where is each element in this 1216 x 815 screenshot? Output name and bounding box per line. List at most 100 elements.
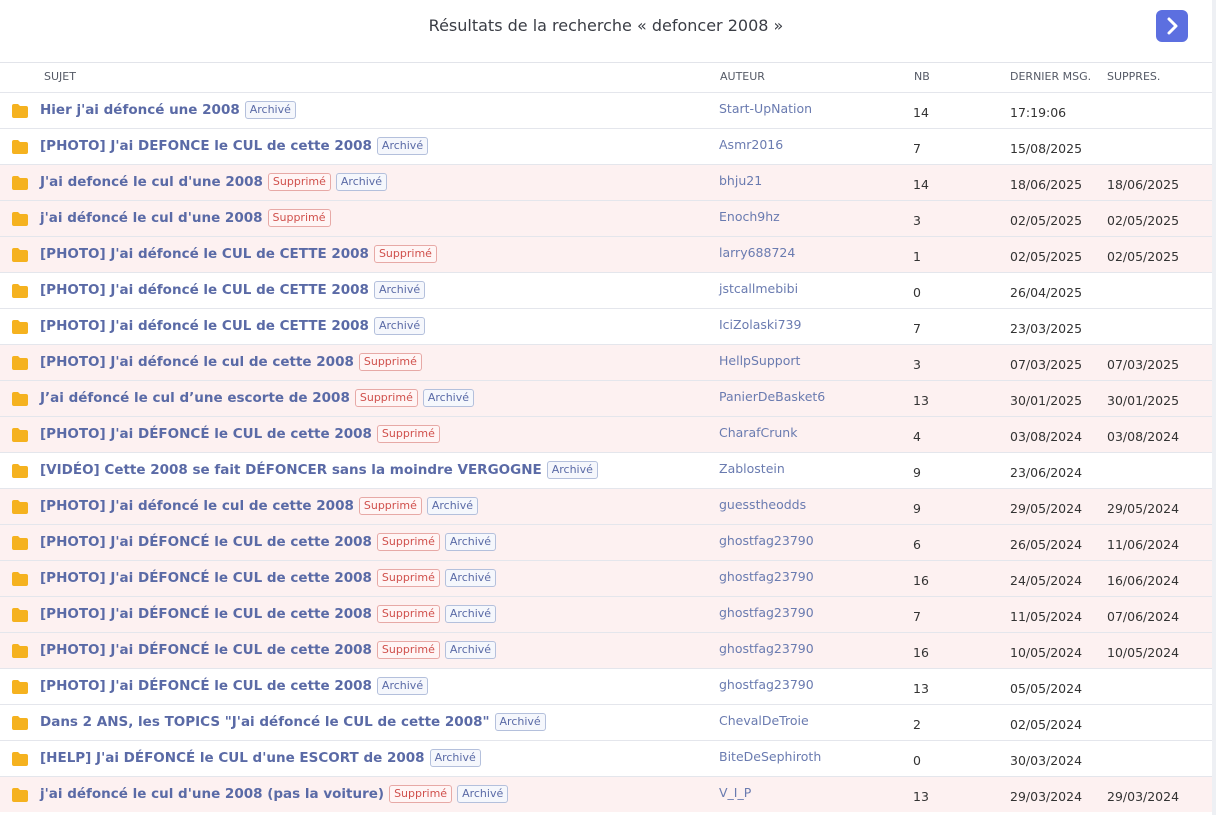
topic-link[interactable]: [PHOTO] J'ai DÉFONCÉ le CUL de cette 200… (40, 642, 372, 658)
subject-cell: [VIDÉO] Cette 2008 se fait DÉFONCER sans… (40, 453, 598, 488)
folder-icon (12, 500, 28, 514)
message-count: 0 (913, 285, 921, 300)
result-row: J’ai défoncé le cul d’une escorte de 200… (0, 380, 1212, 416)
deletion-date: 02/05/2025 (1107, 249, 1180, 264)
topic-link[interactable]: [PHOTO] J'ai défoncé le CUL de CETTE 200… (40, 282, 369, 298)
last-message-date: 29/05/2024 (1010, 501, 1083, 516)
author-link[interactable]: bhju21 (719, 173, 763, 188)
result-row: [HELP] J'ai DÉFONCÉ le CUL d'une ESCORT … (0, 740, 1212, 776)
subject-cell: [PHOTO] J'ai défoncé le CUL de CETTE 200… (40, 237, 437, 272)
author-link[interactable]: ghostfag23790 (719, 677, 814, 692)
last-message-date: 18/06/2025 (1010, 177, 1083, 192)
status-badge: Archivé (444, 605, 497, 623)
subject-cell: [PHOTO] J'ai DÉFONCÉ le CUL de cette 200… (40, 669, 429, 704)
deletion-date: 03/08/2024 (1107, 429, 1180, 444)
last-message-date: 30/03/2024 (1010, 753, 1083, 768)
message-count: 16 (913, 573, 929, 588)
status-badge: Archivé (373, 281, 426, 299)
author-link[interactable]: Asmr2016 (719, 137, 784, 152)
author-link[interactable]: PanierDeBasket6 (719, 389, 826, 404)
deletion-date: 16/06/2024 (1107, 573, 1180, 588)
folder-icon (12, 356, 28, 370)
topic-link[interactable]: [PHOTO] J'ai DEFONCE le CUL de cette 200… (40, 138, 372, 154)
author-link[interactable]: ghostfag23790 (719, 533, 814, 548)
topic-link[interactable]: [HELP] J'ai DÉFONCÉ le CUL d'une ESCORT … (40, 750, 425, 766)
result-row: [PHOTO] J'ai défoncé le cul de cette 200… (0, 488, 1212, 524)
status-badge: Supprimé (358, 497, 422, 515)
message-count: 13 (913, 681, 929, 696)
author-link[interactable]: Zablostein (719, 461, 785, 476)
author-link[interactable]: ChevalDeTroie (719, 713, 809, 728)
last-message-date: 29/03/2024 (1010, 789, 1083, 804)
author-link[interactable]: BiteDeSephiroth (719, 749, 822, 764)
result-row: [PHOTO] J'ai défoncé le CUL de CETTE 200… (0, 236, 1212, 272)
result-row: [VIDÉO] Cette 2008 se fait DÉFONCER sans… (0, 452, 1212, 488)
folder-icon (12, 284, 28, 298)
subject-cell: J’ai défoncé le cul d’une escorte de 200… (40, 381, 475, 416)
topic-link[interactable]: Dans 2 ANS, les TOPICS "J'ai défoncé le … (40, 714, 490, 730)
topic-link[interactable]: [PHOTO] J'ai défoncé le cul de cette 200… (40, 354, 354, 370)
message-count: 13 (913, 393, 929, 408)
topic-link[interactable]: [VIDÉO] Cette 2008 se fait DÉFONCER sans… (40, 462, 542, 478)
author-link[interactable]: ghostfag23790 (719, 605, 814, 620)
subject-cell: [PHOTO] J'ai DÉFONCÉ le CUL de cette 200… (40, 597, 497, 632)
topic-link[interactable]: [PHOTO] J'ai défoncé le cul de cette 200… (40, 498, 354, 514)
last-message-date: 02/05/2024 (1010, 717, 1083, 732)
folder-icon (12, 716, 28, 730)
topic-link[interactable]: [PHOTO] J'ai DÉFONCÉ le CUL de cette 200… (40, 570, 372, 586)
result-row: [PHOTO] J'ai DÉFONCÉ le CUL de cette 200… (0, 524, 1212, 560)
topic-link[interactable]: [PHOTO] J'ai DÉFONCÉ le CUL de cette 200… (40, 678, 372, 694)
result-row: [PHOTO] J'ai défoncé le CUL de CETTE 200… (0, 272, 1212, 308)
author-link[interactable]: IciZolaski739 (719, 317, 802, 332)
last-message-date: 24/05/2024 (1010, 573, 1083, 588)
last-message-date: 23/03/2025 (1010, 321, 1083, 336)
deletion-date: 07/06/2024 (1107, 609, 1180, 624)
author-link[interactable]: larry688724 (719, 245, 796, 260)
author-link[interactable]: V_I_P (719, 785, 752, 800)
topic-link[interactable]: [PHOTO] J'ai DÉFONCÉ le CUL de cette 200… (40, 606, 372, 622)
author-link[interactable]: Start-UpNation (719, 101, 813, 116)
author-link[interactable]: ghostfag23790 (719, 641, 814, 656)
last-message-date: 03/08/2024 (1010, 429, 1083, 444)
folder-icon (12, 248, 28, 262)
author-link[interactable]: HellpSupport (719, 353, 801, 368)
author-link[interactable]: ghostfag23790 (719, 569, 814, 584)
topic-link[interactable]: [PHOTO] J'ai défoncé le CUL de CETTE 200… (40, 318, 369, 334)
subject-cell: [HELP] J'ai DÉFONCÉ le CUL d'une ESCORT … (40, 741, 481, 776)
scrollbar (1212, 0, 1216, 815)
author-link[interactable]: CharafCrunk (719, 425, 798, 440)
last-message-date: 30/01/2025 (1010, 393, 1083, 408)
subject-cell: Hier j'ai défoncé une 2008 Archivé (40, 93, 296, 128)
subject-cell: [PHOTO] J'ai DÉFONCÉ le CUL de cette 200… (40, 561, 497, 596)
status-badge: Archivé (376, 677, 429, 695)
message-count: 7 (913, 321, 921, 336)
status-badge: Supprimé (358, 353, 422, 371)
column-header: NB (914, 70, 930, 83)
result-row: j'ai défoncé le cul d'une 2008 (pas la v… (0, 776, 1212, 812)
message-count: 9 (913, 465, 921, 480)
topic-link[interactable]: j'ai défoncé le cul d'une 2008 (pas la v… (40, 786, 385, 802)
topic-link[interactable]: [PHOTO] J'ai défoncé le CUL de CETTE 200… (40, 246, 369, 262)
status-badge: Archivé (373, 317, 426, 335)
next-button[interactable] (1156, 10, 1188, 42)
status-badge: Supprimé (376, 641, 440, 659)
status-badge: Supprimé (376, 425, 440, 443)
author-link[interactable]: jstcallmebibi (719, 281, 799, 296)
topic-link[interactable]: J’ai défoncé le cul d’une escorte de 200… (40, 390, 350, 406)
status-badge: Archivé (429, 749, 481, 767)
topic-link[interactable]: [PHOTO] J'ai DÉFONCÉ le CUL de cette 200… (40, 426, 372, 442)
result-row: [PHOTO] J'ai DÉFONCÉ le CUL de cette 200… (0, 560, 1212, 596)
author-link[interactable]: guesstheodds (719, 497, 807, 512)
topic-link[interactable]: [PHOTO] J'ai DÉFONCÉ le CUL de cette 200… (40, 534, 372, 550)
folder-icon (12, 752, 28, 766)
topic-link[interactable]: Hier j'ai défoncé une 2008 (40, 102, 240, 118)
subject-cell: Dans 2 ANS, les TOPICS "J'ai défoncé le … (40, 705, 546, 740)
last-message-date: 26/05/2024 (1010, 537, 1083, 552)
topic-link[interactable]: j'ai défoncé le cul d'une 2008 (40, 210, 263, 226)
message-count: 2 (913, 717, 921, 732)
subject-cell: [PHOTO] J'ai défoncé le CUL de CETTE 200… (40, 309, 426, 344)
topic-link[interactable]: J'ai defoncé le cul d'une 2008 (40, 174, 263, 190)
author-link[interactable]: Enoch9hz (719, 209, 780, 224)
folder-icon (12, 464, 28, 478)
folder-icon (12, 212, 28, 226)
